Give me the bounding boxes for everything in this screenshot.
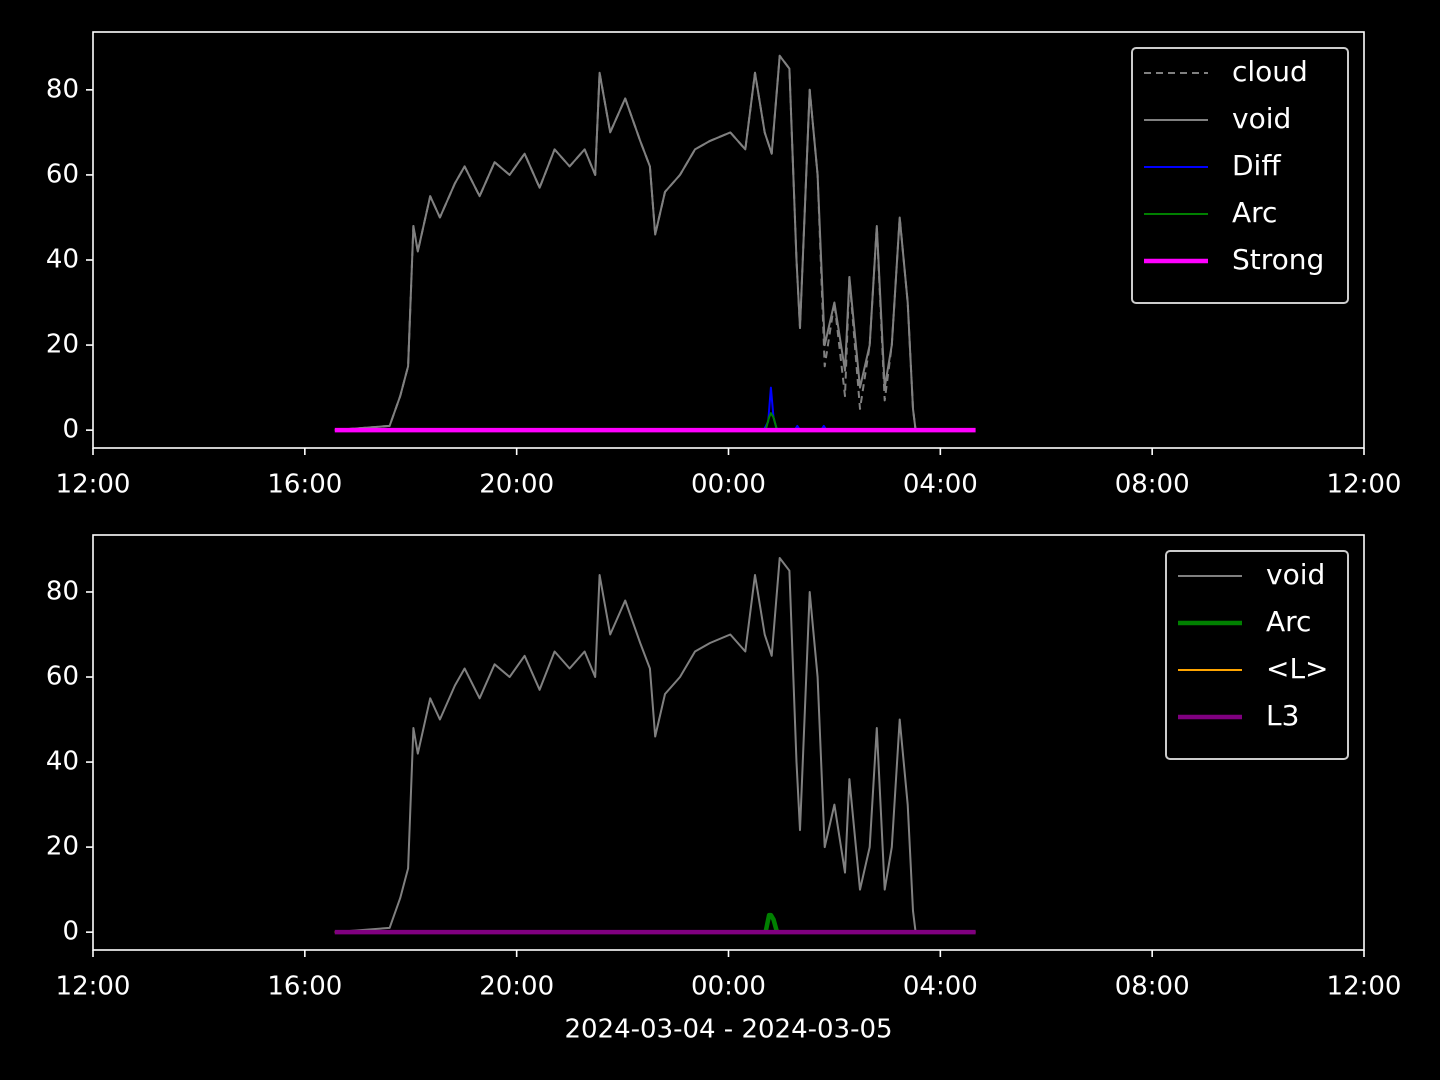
y-tick-label: 60 [46,159,79,189]
legend-box [1165,550,1349,760]
x-tick-label: 16:00 [267,972,342,1002]
legend-label: void [1232,102,1291,135]
y-tick-label: 40 [46,244,79,274]
y-tick-label: 60 [46,662,79,692]
series-line [334,557,917,934]
x-tick-label: 04:00 [903,972,978,1002]
y-tick-label: 40 [46,747,79,777]
x-tick-label: 16:00 [267,470,342,500]
y-tick-label: 80 [46,74,79,104]
y-tick-label: 80 [46,576,79,606]
x-tick-label: 20:00 [479,972,554,1002]
y-tick-label: 20 [46,832,79,862]
x-tick-label: 00:00 [691,470,766,500]
legend-label: Arc [1232,196,1277,229]
x-tick-label: 12:00 [56,470,131,500]
series-line [334,54,917,432]
legend-label: L3 [1266,699,1299,732]
legend-label: <L> [1266,652,1329,685]
x-tick-label: 08:00 [1115,972,1190,1002]
x-axis-label: 2024-03-04 - 2024-03-05 [564,1015,892,1045]
y-tick-label: 0 [62,415,79,445]
x-tick-label: 12:00 [1327,972,1402,1002]
legend-box [1131,47,1349,304]
y-tick-label: 20 [46,330,79,360]
x-tick-label: 04:00 [903,470,978,500]
axes-frame [92,31,1365,449]
x-tick-label: 08:00 [1115,470,1190,500]
legend-label: Diff [1232,149,1281,182]
legend-label: void [1266,558,1325,591]
y-tick-label: 0 [62,917,79,947]
x-tick-label: 12:00 [56,972,131,1002]
series-line [763,912,780,933]
legend: cloud void Diff Arc Strong [1131,47,1349,304]
series-line [762,386,828,432]
legend: void Arc <L> L3 [1165,550,1349,760]
legend-label: Arc [1266,605,1311,638]
legend-label: Strong [1232,243,1324,276]
x-tick-label: 00:00 [691,972,766,1002]
series-line [764,412,778,431]
axes-frame [92,534,1365,951]
x-tick-label: 12:00 [1327,470,1402,500]
x-tick-label: 20:00 [479,470,554,500]
series-line [334,54,917,432]
legend-label: cloud [1232,55,1308,88]
